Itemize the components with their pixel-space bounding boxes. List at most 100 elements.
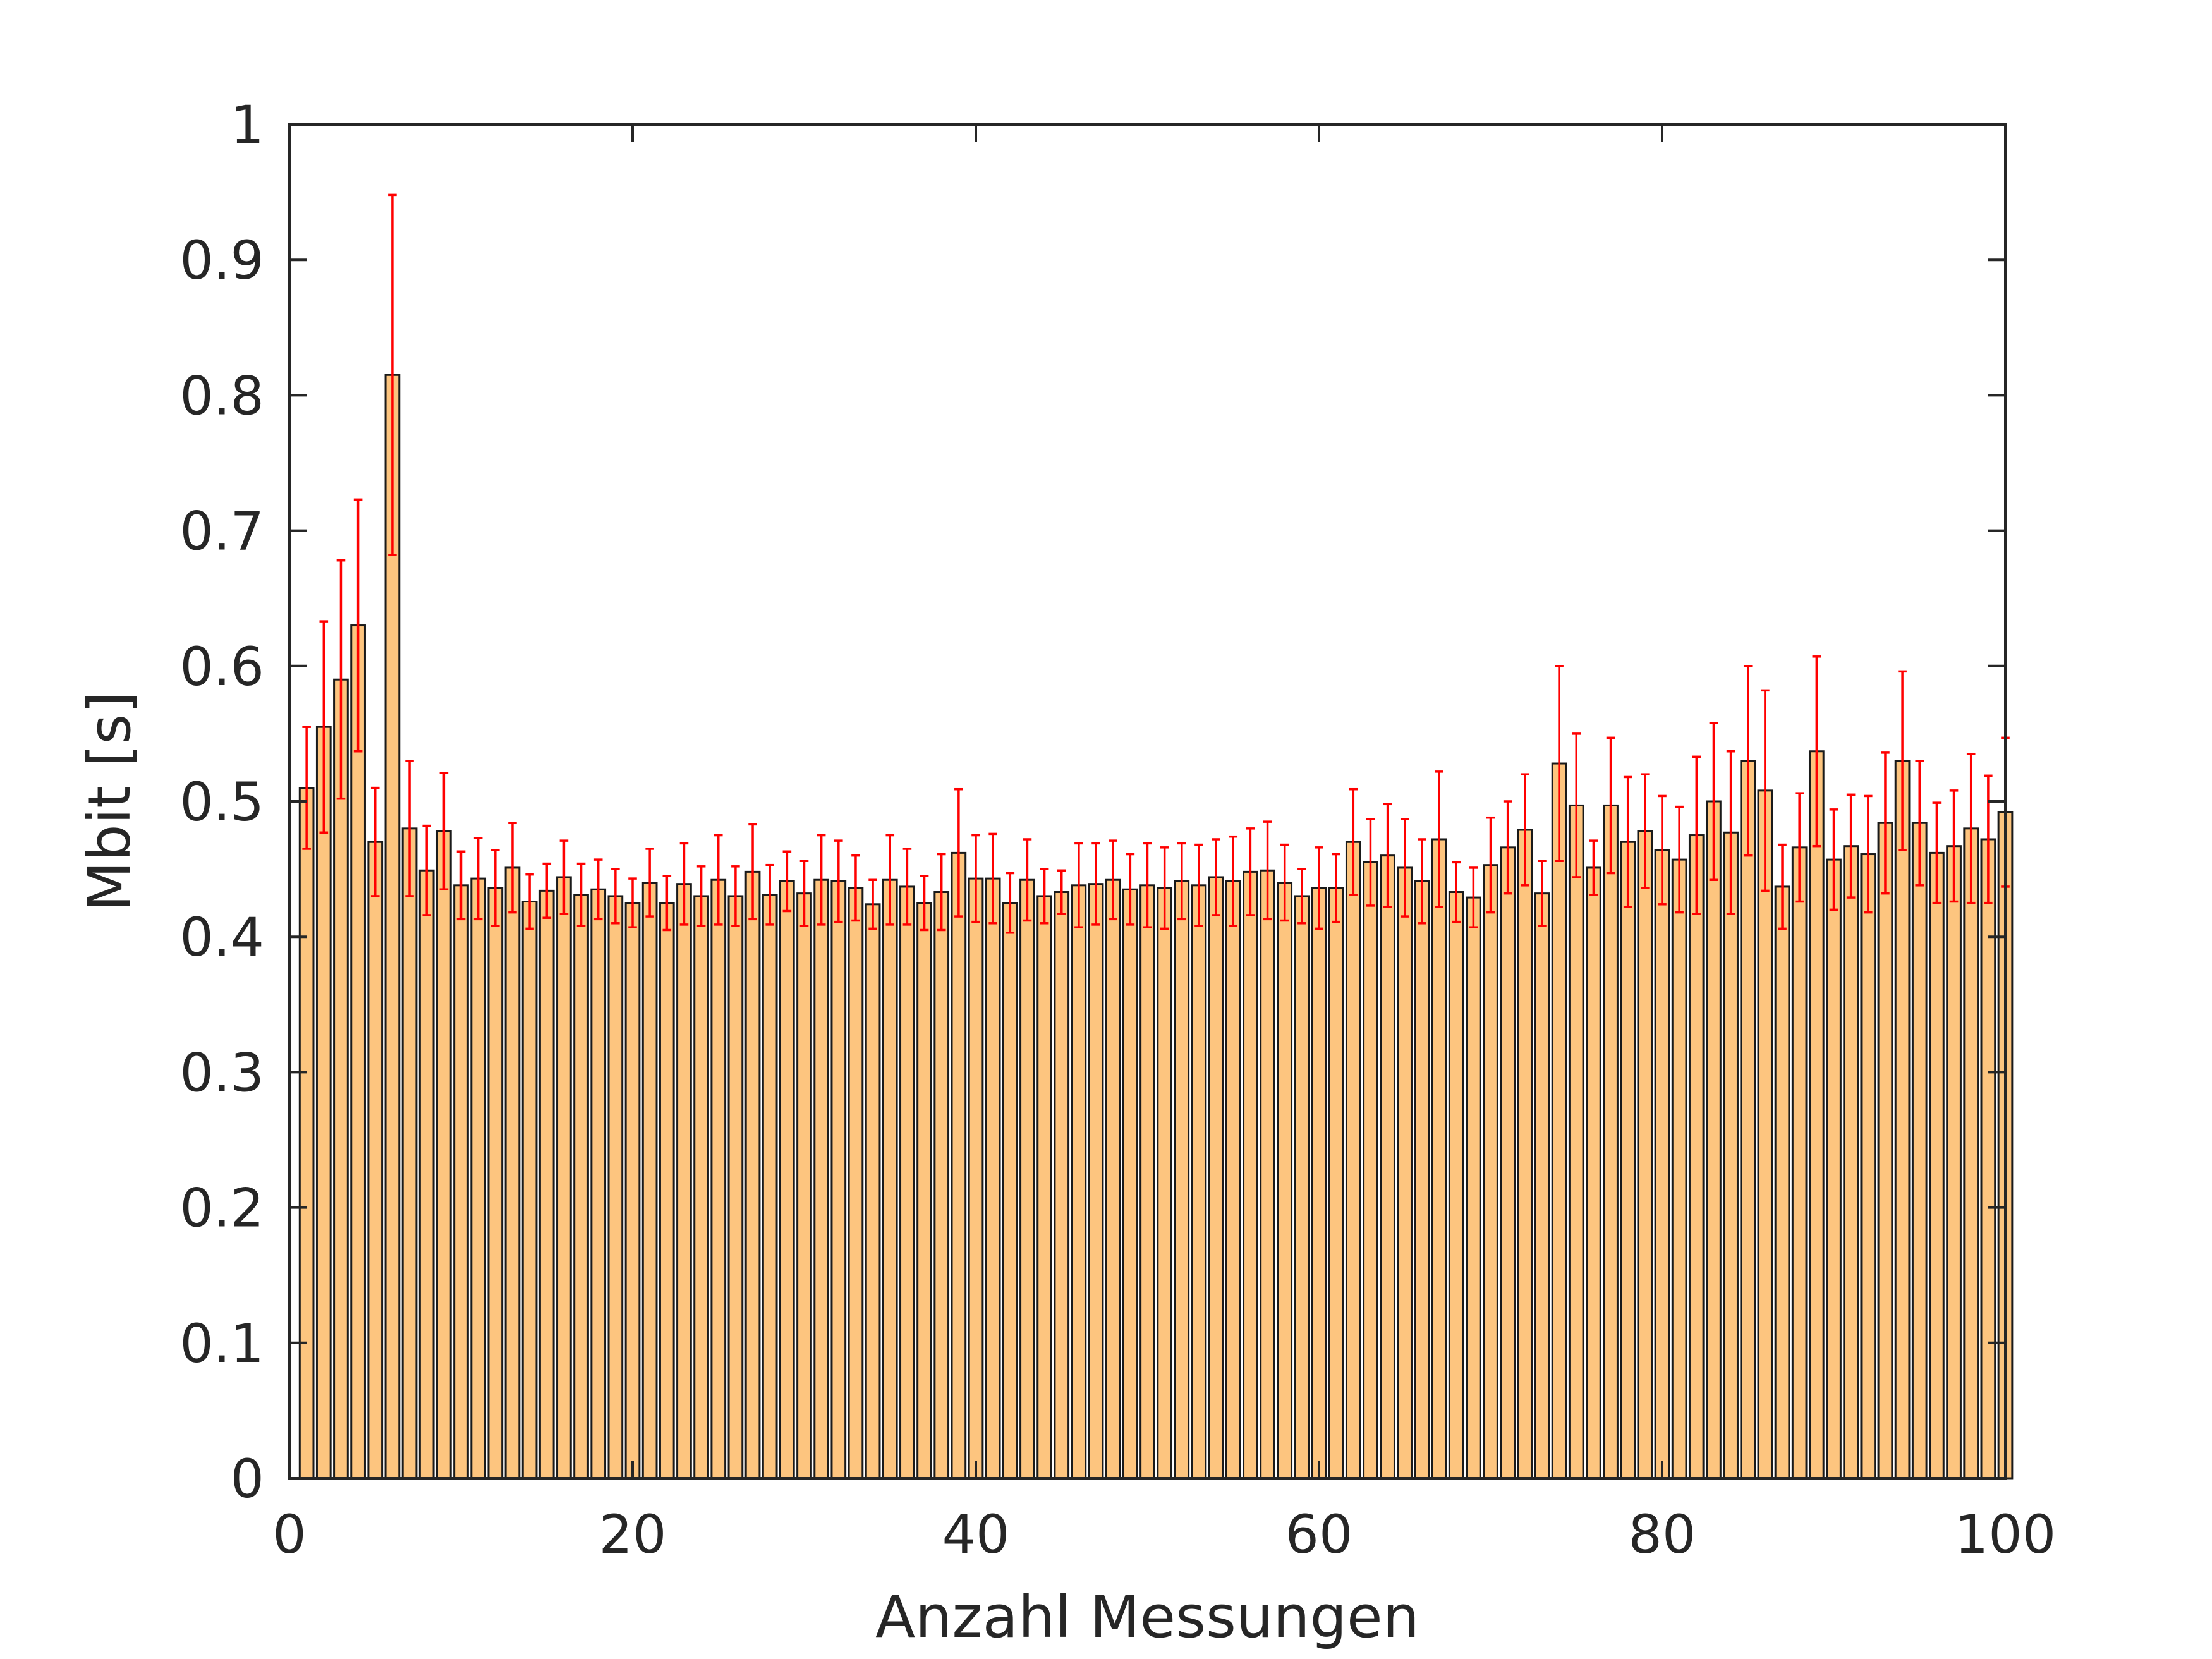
bar <box>951 851 967 1480</box>
x-tick-label: 80 <box>1629 1504 1696 1565</box>
errorbar <box>1109 839 1117 921</box>
x-tick-label: 40 <box>942 1504 1010 1565</box>
errorbar <box>1091 842 1100 926</box>
errorbar <box>1761 689 1770 892</box>
errorbar <box>1589 839 1598 896</box>
errorbar <box>645 848 654 918</box>
bar <box>1105 878 1121 1480</box>
bar <box>1637 830 1653 1480</box>
bar <box>1448 891 1464 1480</box>
errorbar <box>1040 868 1049 925</box>
bar <box>1603 804 1619 1480</box>
y-axis-label: Mbit [s] <box>76 691 143 911</box>
bar <box>1054 891 1070 1480</box>
errorbar <box>593 858 603 921</box>
bar <box>1483 864 1498 1480</box>
bar <box>1877 822 1893 1480</box>
errorbar <box>1675 805 1684 914</box>
errorbar <box>1709 722 1718 881</box>
errorbar <box>1143 842 1152 928</box>
bar <box>916 902 932 1480</box>
errorbar <box>439 772 449 890</box>
errorbar <box>731 865 740 927</box>
errorbar <box>868 878 877 930</box>
errorbar <box>1846 793 1856 899</box>
errorbar <box>1435 770 1443 908</box>
errorbar <box>1194 843 1203 927</box>
y-tick-label: 0.9 <box>179 229 264 291</box>
errorbar <box>370 786 380 897</box>
y-tick-label: 0.5 <box>179 771 264 833</box>
y-tick-label: 0.3 <box>179 1042 264 1103</box>
x-tick-label: 60 <box>1285 1504 1353 1565</box>
errorbar <box>1606 736 1615 875</box>
bar <box>676 883 692 1480</box>
bar <box>1706 800 1722 1480</box>
errorbar <box>1692 755 1701 915</box>
errorbar <box>954 787 963 918</box>
errorbar <box>714 834 723 926</box>
bar <box>624 902 641 1480</box>
bar <box>1654 849 1670 1480</box>
bar <box>487 887 504 1480</box>
bar <box>1294 895 1310 1480</box>
bar <box>1586 866 1601 1480</box>
errorbar <box>1366 818 1375 907</box>
bar <box>1414 880 1430 1480</box>
bar <box>573 894 589 1480</box>
bar <box>1174 880 1190 1480</box>
errorbar <box>817 834 826 926</box>
bar <box>1517 829 1533 1480</box>
bar <box>1088 883 1104 1480</box>
bar <box>1036 895 1052 1480</box>
bar <box>968 877 984 1480</box>
bar <box>418 869 435 1480</box>
bar <box>1774 885 1790 1480</box>
bar <box>1963 827 1979 1480</box>
errorbar <box>525 873 534 930</box>
errorbar <box>1418 838 1426 925</box>
bar <box>1225 880 1241 1480</box>
bar <box>830 880 847 1480</box>
errorbar <box>1126 853 1135 926</box>
errorbar <box>920 875 929 932</box>
bar <box>590 888 607 1480</box>
bar <box>1980 838 1996 1480</box>
bar <box>470 877 487 1480</box>
bar <box>1740 760 1756 1480</box>
errorbar <box>902 848 912 926</box>
bar <box>693 895 709 1480</box>
bar <box>1688 834 1705 1480</box>
bar <box>933 891 950 1480</box>
errorbar <box>1623 775 1632 908</box>
errorbar <box>1383 803 1392 908</box>
bar <box>882 878 898 1480</box>
bar <box>1157 887 1173 1480</box>
y-tick-label: 0.8 <box>179 365 264 427</box>
errorbar <box>1812 655 1821 848</box>
errorbar <box>1932 801 1942 904</box>
errorbar <box>542 862 552 919</box>
bar <box>1208 876 1224 1480</box>
y-tick-label: 0.7 <box>179 501 264 562</box>
errorbar <box>937 853 946 932</box>
bar <box>1397 866 1413 1480</box>
bar <box>1946 845 1962 1480</box>
errorbar <box>765 863 774 926</box>
axes <box>288 123 2007 1480</box>
errorbar <box>1280 843 1289 922</box>
errorbar <box>456 850 466 921</box>
bar <box>1345 841 1361 1480</box>
bar <box>1191 884 1207 1480</box>
y-tick-label: 0.1 <box>179 1313 264 1375</box>
bar <box>1551 762 1567 1480</box>
bar <box>1071 884 1087 1480</box>
errorbar <box>1521 773 1529 887</box>
errorbar <box>885 834 895 926</box>
errorbar <box>748 823 757 921</box>
bar <box>367 841 384 1480</box>
errorbar <box>1864 794 1873 914</box>
bar <box>1620 841 1636 1480</box>
errorbar <box>1555 665 1564 862</box>
